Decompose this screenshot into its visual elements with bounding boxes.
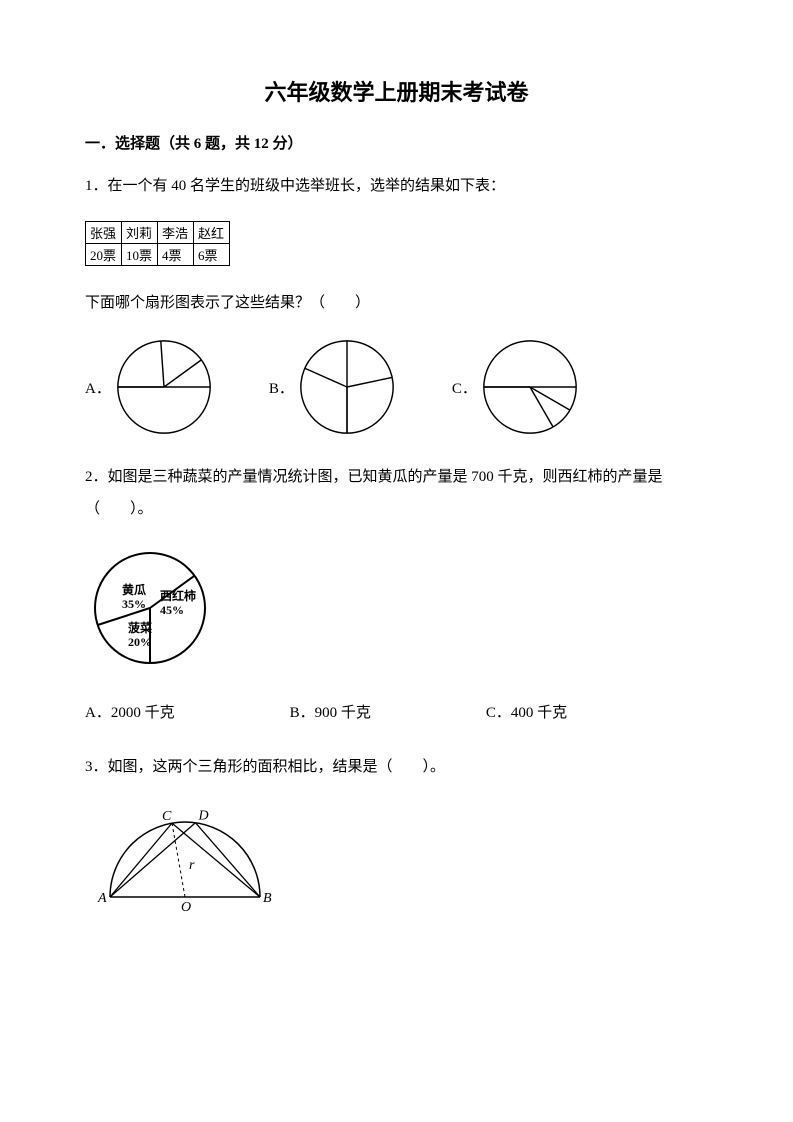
table-cell: 6票	[194, 243, 230, 265]
option-label: A．	[85, 377, 111, 398]
table-cell: 张强	[86, 221, 122, 243]
section-header: 一．选择题（共 6 题，共 12 分）	[85, 132, 708, 153]
pie-chart-a	[114, 337, 214, 437]
svg-text:20%: 20%	[128, 635, 152, 649]
q2-pie-wrap: 黄瓜35% 西红柿45% 菠菜20%	[85, 543, 708, 673]
table-cell: 赵红	[194, 221, 230, 243]
svg-text:35%: 35%	[122, 597, 146, 611]
q2-answers: A．2000 千克 B．900 千克 C．400 千克	[85, 701, 708, 722]
svg-text:B: B	[263, 891, 272, 906]
q2-answer-a: A．2000 千克	[85, 701, 175, 722]
svg-text:A: A	[97, 891, 107, 906]
q1-option-b: B．	[269, 337, 397, 437]
table-cell: 刘莉	[122, 221, 158, 243]
q1-options: A． B． C．	[85, 337, 708, 437]
q1-intro: 1．在一个有 40 名学生的班级中选举班长，选举的结果如下表：	[85, 171, 708, 203]
q3-text: 3．如图，这两个三角形的面积相比，结果是（ ）。	[85, 752, 708, 784]
vegetable-pie-chart: 黄瓜35% 西红柿45% 菠菜20%	[85, 543, 215, 673]
option-label: C．	[452, 377, 477, 398]
svg-text:C: C	[162, 809, 172, 824]
svg-text:r: r	[189, 858, 195, 873]
svg-text:黄瓜: 黄瓜	[122, 582, 146, 597]
table-cell: 10票	[122, 243, 158, 265]
svg-text:菠菜: 菠菜	[128, 620, 152, 635]
pie-chart-b	[297, 337, 397, 437]
q2-text: 2．如图是三种蔬菜的产量情况统计图，已知黄瓜的产量是 700 千克，则西红柿的产…	[85, 462, 708, 525]
vote-table: 张强 刘莉 李浩 赵红 20票 10票 4票 6票	[85, 221, 230, 266]
page-title: 六年级数学上册期末考试卷	[85, 75, 708, 107]
table-cell: 李浩	[158, 221, 194, 243]
q3-figure: A B C D Or	[85, 802, 708, 922]
q1-option-a: A．	[85, 337, 214, 437]
svg-text:O: O	[181, 900, 191, 915]
q1-option-c: C．	[452, 337, 580, 437]
svg-text:西红柿: 西红柿	[160, 588, 196, 603]
table-row: 张强 刘莉 李浩 赵红	[86, 221, 230, 243]
option-label: B．	[269, 377, 294, 398]
table-cell: 20票	[86, 243, 122, 265]
q2-answer-b: B．900 千克	[290, 701, 371, 722]
table-cell: 4票	[158, 243, 194, 265]
table-row: 20票 10票 4票 6票	[86, 243, 230, 265]
svg-text:D: D	[197, 808, 208, 823]
pie-chart-c	[480, 337, 580, 437]
triangle-semicircle-diagram: A B C D Or	[85, 802, 285, 917]
svg-text:45%: 45%	[160, 603, 184, 617]
q1-prompt: 下面哪个扇形图表示了这些结果？（ ）	[85, 288, 708, 320]
q2-answer-c: C．400 千克	[486, 701, 567, 722]
